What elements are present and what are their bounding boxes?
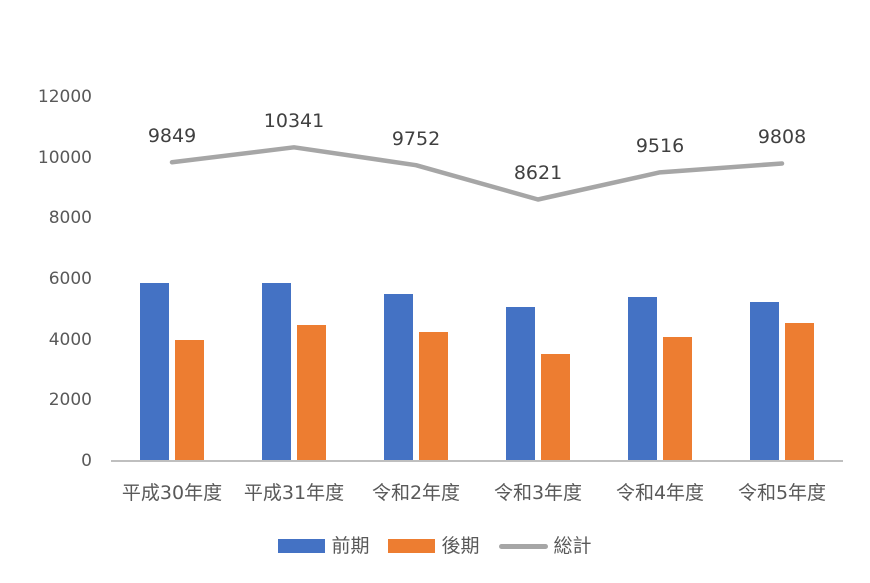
legend-color-swatch — [388, 539, 436, 553]
x-category-label: 令和3年度 — [493, 482, 583, 504]
y-tick-label: 4000 — [48, 329, 92, 350]
bar-zenki — [750, 301, 779, 460]
total-data-label: 8621 — [513, 162, 563, 185]
x-category-label: 令和5年度 — [737, 482, 827, 504]
legend-label: 後期 — [441, 535, 480, 557]
bar-zenki — [628, 296, 657, 460]
bar-kouki — [541, 353, 570, 460]
bar-kouki — [785, 322, 814, 460]
total-data-label: 10341 — [263, 110, 325, 133]
x-category-label: 平成31年度 — [243, 482, 345, 504]
x-category-label: 令和2年度 — [371, 482, 461, 504]
legend-label: 前期 — [331, 535, 370, 557]
x-category-label: 令和4年度 — [615, 482, 705, 504]
total-data-label: 9849 — [147, 125, 197, 148]
y-tick-label: 0 — [81, 451, 92, 471]
bar-zenki — [140, 283, 169, 460]
legend: 前期 後期 総計 — [0, 535, 870, 557]
legend-label: 総計 — [553, 535, 592, 557]
bar-zenki — [506, 306, 535, 460]
legend-item-後期: 後期 — [388, 535, 480, 557]
legend-line-swatch — [498, 543, 548, 549]
total-data-label: 9516 — [635, 135, 685, 158]
y-tick-label: 8000 — [48, 208, 92, 229]
x-category-label: 平成30年度 — [121, 482, 223, 504]
bar-zenki — [262, 283, 291, 460]
legend-color-swatch — [278, 539, 326, 553]
legend-item-総計: 総計 — [498, 535, 592, 557]
bar-zenki — [384, 294, 413, 460]
bar-kouki — [663, 336, 692, 460]
y-tick-label: 2000 — [48, 390, 92, 411]
y-tick-label: 6000 — [48, 269, 92, 289]
total-data-label: 9752 — [391, 128, 441, 151]
bar-kouki — [297, 325, 326, 460]
y-tick-label: 10000 — [37, 147, 92, 168]
legend-item-前期: 前期 — [278, 535, 369, 557]
y-tick-label: 12000 — [37, 87, 92, 107]
bar-kouki — [175, 340, 204, 460]
x-axis-line — [111, 460, 843, 462]
bar-kouki — [419, 331, 448, 460]
total-data-label: 9808 — [757, 126, 807, 149]
